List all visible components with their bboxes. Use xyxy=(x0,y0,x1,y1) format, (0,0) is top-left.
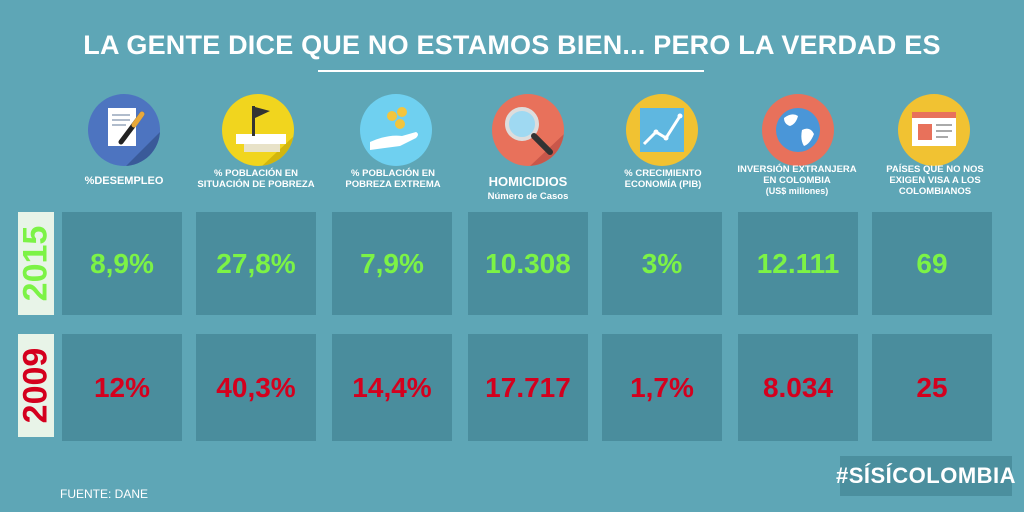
value-2015-pib: 3% xyxy=(602,212,722,315)
flag-icon xyxy=(222,94,294,166)
label-homicidios-title: HOMICIDIOS xyxy=(488,174,568,189)
label-desempleo: %DESEMPLEO xyxy=(84,175,164,187)
value-2009-visa: 25 xyxy=(872,334,992,441)
title-underline xyxy=(318,70,704,72)
label-visa: PAÍSES QUE NO NOS EXIGEN VISA A LOS COLO… xyxy=(886,164,984,197)
hashtag-badge: #SÍSÍCOLOMBIA xyxy=(836,456,1016,496)
value-2009-inversion: 8.034 xyxy=(738,334,858,441)
value-2015-pobreza-extrema: 7,9% xyxy=(332,212,452,315)
hand-coins-icon xyxy=(360,94,432,166)
globe-icon xyxy=(762,94,834,166)
page-title: LA GENTE DICE QUE NO ESTAMOS BIEN... PER… xyxy=(83,30,941,60)
label-homicidios-sub: Número de Casos xyxy=(487,191,569,202)
value-2015-homicidios: 10.308 xyxy=(468,212,588,315)
label-homicidios: HOMICIDIOS Número de Casos xyxy=(462,174,594,204)
value-2009-pib: 1,7% xyxy=(602,334,722,441)
magnifier-icon xyxy=(492,94,564,166)
label-pobreza: % POBLACIÓN EN SITUACIÓN DE POBREZA xyxy=(197,168,315,190)
passport-icon xyxy=(898,94,970,166)
label-inversion: INVERSIÓN EXTRANJERA EN COLOMBIA (US$ mi… xyxy=(731,164,863,197)
value-2015-pobreza: 27,8% xyxy=(196,212,316,315)
year-2015-label: 2015 xyxy=(17,212,55,315)
year-2009-label: 2009 xyxy=(17,334,55,437)
value-2009-homicidios: 17.717 xyxy=(468,334,588,441)
label-inversion-sub: (US$ millones) xyxy=(765,186,829,196)
value-2009-pobreza-extrema: 14,4% xyxy=(332,334,452,441)
value-2009-desempleo: 12% xyxy=(62,334,182,441)
document-pen-icon xyxy=(88,94,160,166)
source-note: FUENTE: DANE xyxy=(60,487,149,501)
label-inversion-title: INVERSIÓN EXTRANJERA EN COLOMBIA xyxy=(737,164,857,186)
label-pobreza-extrema: % POBLACIÓN EN POBREZA EXTREMA xyxy=(345,168,441,190)
value-2015-visa: 69 xyxy=(872,212,992,315)
value-2009-pobreza: 40,3% xyxy=(196,334,316,441)
value-2015-desempleo: 8,9% xyxy=(62,212,182,315)
growth-chart-icon xyxy=(626,94,698,166)
value-2015-inversion: 12.111 xyxy=(738,212,858,315)
label-pib: % CRECIMIENTO ECONOMÍA (PIB) xyxy=(624,168,702,190)
